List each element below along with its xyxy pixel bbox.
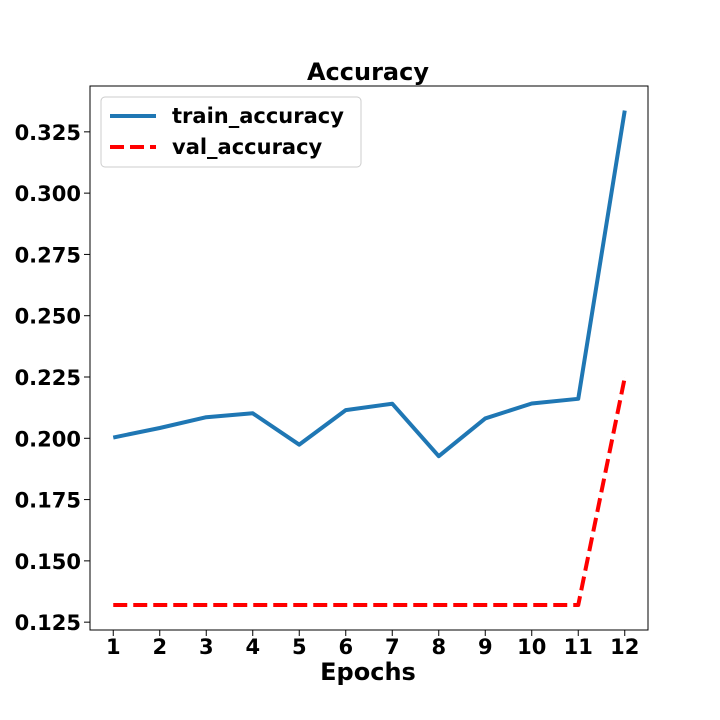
series-line-val-accuracy — [113, 377, 627, 607]
series-line-train-accuracy — [112, 110, 627, 459]
y-tick-label: 0.150 — [15, 550, 81, 574]
y-tick-label: 0.250 — [15, 305, 81, 329]
x-tick-label: 9 — [478, 635, 493, 659]
x-tick-label: 5 — [292, 635, 307, 659]
x-tick-label: 8 — [431, 635, 446, 659]
x-tick-label: 2 — [152, 635, 167, 659]
legend-label-val-accuracy: val_accuracy — [172, 135, 323, 159]
axes-frame — [89, 85, 649, 631]
y-tick-label: 0.175 — [15, 489, 81, 513]
legend-label-train-accuracy: train_accuracy — [172, 104, 344, 128]
x-tick-label: 7 — [385, 635, 400, 659]
x-axis-label: Epochs — [320, 658, 416, 686]
y-tick-label: 0.200 — [15, 427, 81, 451]
x-tick-label: 12 — [610, 635, 639, 659]
plot-area: 1 2 3 4 5 6 7 8 9 10 11 120.1250.1500.1750.2000.225… — [15, 110, 639, 659]
x-tick-label: 11 — [564, 635, 593, 659]
legend-box — [100, 96, 362, 168]
x-tick-label: 3 — [199, 635, 214, 659]
y-tick-label: 0.125 — [15, 611, 81, 635]
y-tick-label: 0.325 — [15, 121, 81, 145]
y-tick-label: 0.225 — [15, 366, 81, 390]
chart-title: Accuracy — [307, 58, 429, 86]
x-tick-label: 6 — [338, 635, 353, 659]
legend: train_accuracy val_accuracy — [100, 96, 362, 168]
y-tick-label: 0.275 — [15, 243, 81, 267]
y-tick-label: 0.300 — [15, 182, 81, 206]
x-tick-label: 4 — [245, 635, 260, 659]
x-tick-label: 10 — [517, 635, 546, 659]
x-tick-label: 1 — [106, 635, 121, 659]
